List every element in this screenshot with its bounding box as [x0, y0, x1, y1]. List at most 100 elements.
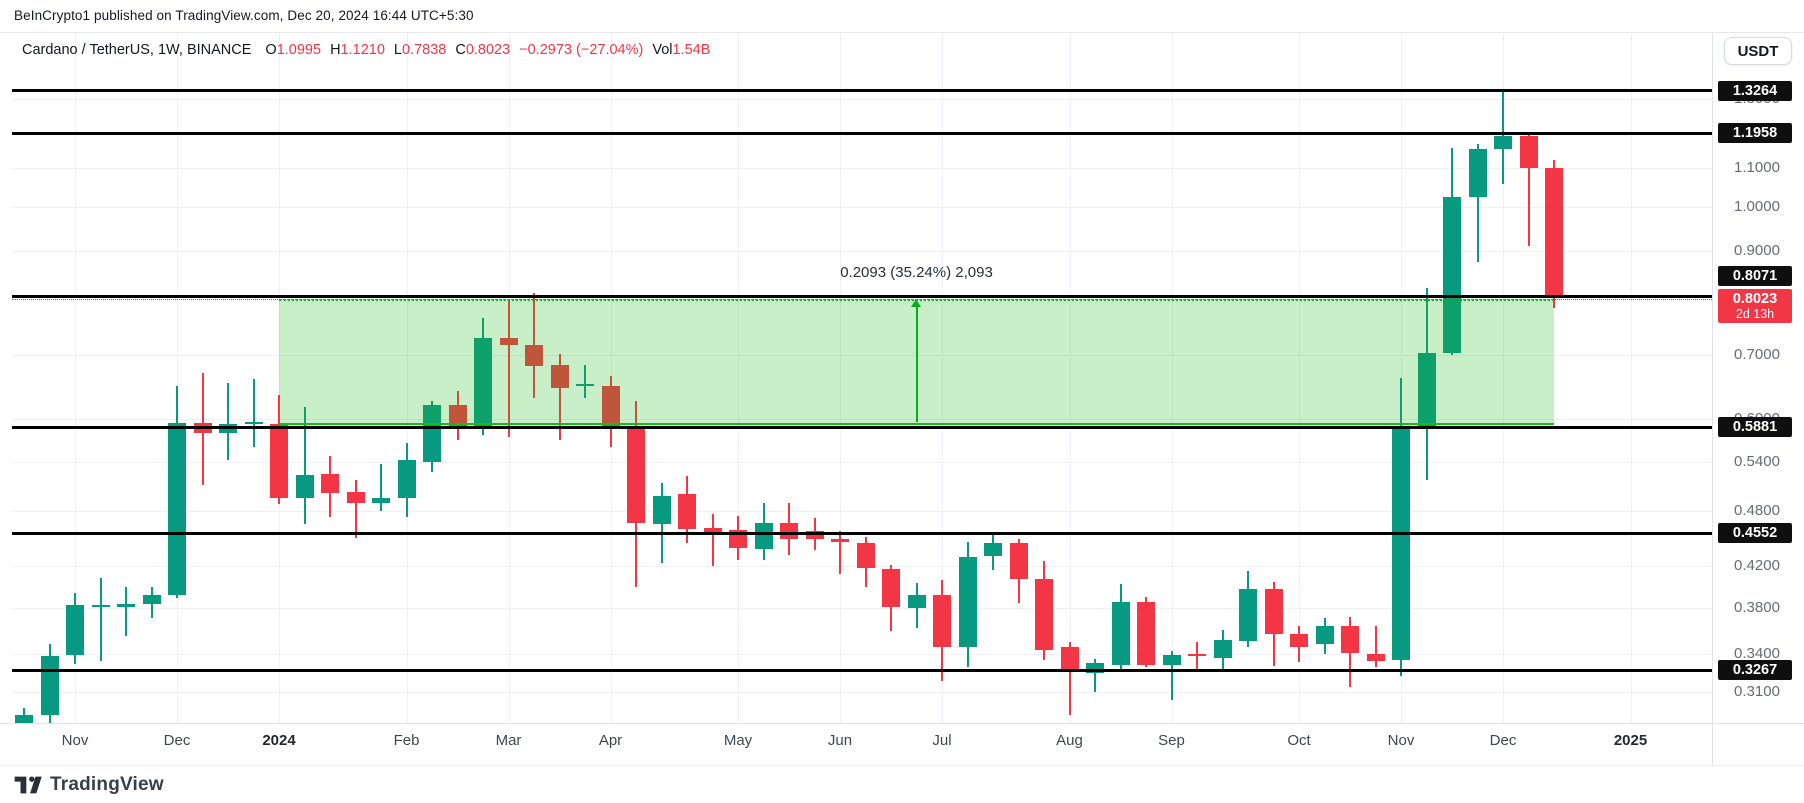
horizontal-gridline [12, 462, 1712, 464]
attribution-text: BeInCrypto1 published on TradingView.com… [14, 8, 474, 23]
candle [321, 474, 339, 494]
candle [15, 715, 33, 723]
horizontal-level-line [12, 294, 1712, 298]
profit-zone-bottom-border [279, 422, 1554, 425]
candle [423, 405, 441, 463]
horizontal-level-line [12, 425, 1712, 429]
candle [1264, 588, 1283, 634]
candle [805, 530, 824, 539]
candle [270, 424, 288, 499]
legend-low-value: 0.7838 [401, 42, 447, 58]
legend-volume-value: 1.54B [672, 42, 711, 58]
vertical-gridline [942, 33, 943, 723]
time-axis-label: Dec [1489, 732, 1517, 749]
horizontal-gridline [12, 607, 1712, 609]
candle [933, 595, 951, 647]
candle-wick [839, 530, 841, 575]
vertical-gridline [1069, 33, 1071, 723]
arrow-icon [915, 305, 918, 422]
vertical-gridline [1503, 33, 1504, 723]
candle-wick [252, 379, 255, 447]
candle [652, 495, 671, 525]
price-level-badge: 0.3267 [1718, 660, 1792, 681]
price-level-badge: 0.8071 [1718, 266, 1792, 287]
price-tick-label: 1.0000 [1734, 198, 1780, 216]
candle [856, 542, 875, 569]
price-axis-separator [1712, 33, 1713, 765]
candle [1443, 197, 1461, 353]
time-axis-label: Apr [598, 732, 623, 749]
candle [1315, 625, 1334, 645]
legend-low: L0.7838 [394, 42, 446, 58]
legend-high-value: 1.1210 [340, 42, 385, 58]
horizontal-gridline [12, 207, 1712, 209]
candle [550, 365, 569, 388]
price-tick-label: 0.4200 [1734, 557, 1780, 575]
candle [168, 423, 186, 595]
candle [831, 538, 849, 543]
candle [1239, 588, 1257, 641]
symbol-legend: Cardano / TetherUS, 1W, BINANCE O1.0995 H1… [22, 42, 719, 58]
time-axis-label: 2024 [262, 732, 296, 749]
tradingview-logo-text: TradingView [50, 774, 164, 795]
time-axis-label: Feb [393, 732, 420, 749]
candle [295, 474, 314, 499]
price-tick-label: 1.1000 [1734, 158, 1780, 176]
candle [601, 385, 620, 426]
price-tick-label: 0.4800 [1734, 502, 1780, 520]
candle [346, 491, 365, 503]
candle [1468, 148, 1487, 198]
horizontal-gridline [12, 355, 1712, 356]
tradingview-logo[interactable]: TradingView [13, 774, 164, 796]
horizontal-level-line [12, 131, 1712, 135]
candle [1290, 633, 1308, 647]
candle [40, 656, 59, 716]
time-axis-label: Aug [1056, 732, 1083, 749]
candle-wick [125, 586, 127, 636]
price-level-badge: 0.4552 [1718, 523, 1792, 544]
candle [219, 424, 237, 433]
candle [882, 569, 900, 607]
candle [66, 604, 84, 656]
currency-button[interactable]: USDT [1724, 37, 1792, 65]
vertical-gridline [177, 33, 178, 723]
time-axis-label: Dec [163, 732, 191, 749]
candle [1366, 653, 1385, 662]
candle [448, 405, 467, 428]
time-axis-separator [0, 723, 1804, 724]
time-axis-label: 2025 [1613, 732, 1648, 749]
price-level-badge: 0.5881 [1718, 417, 1792, 438]
candle [627, 427, 645, 524]
legend-volume: Vol1.54B [652, 42, 710, 58]
vertical-gridline [1171, 33, 1173, 723]
vertical-gridline [75, 33, 76, 723]
time-axis-label: Sep [1158, 732, 1185, 749]
time-axis-label: May [723, 732, 753, 749]
candle [1341, 625, 1359, 653]
vertical-gridline [738, 33, 739, 723]
candle [1162, 655, 1181, 665]
candle [1417, 352, 1436, 427]
horizontal-gridline [12, 511, 1712, 513]
legend-close-value: 0.8023 [465, 42, 511, 58]
price-tick-label: 0.5400 [1734, 453, 1780, 471]
candle-wick [1374, 625, 1377, 668]
horizontal-gridline [12, 167, 1712, 169]
candle-wick [711, 513, 714, 567]
candle [1009, 543, 1028, 580]
horizontal-gridline [12, 98, 1712, 100]
candle [1213, 639, 1232, 658]
time-axis-label: Jun [827, 732, 853, 749]
candle [703, 527, 722, 533]
candle-wick [1094, 658, 1096, 693]
candle [1188, 653, 1206, 657]
legend-close-label: C [455, 42, 466, 58]
candle [678, 494, 696, 529]
candle [1060, 646, 1079, 669]
candle [1545, 168, 1563, 299]
candle [780, 523, 798, 539]
horizontal-level-line [12, 531, 1712, 535]
horizontal-level-line [12, 89, 1712, 92]
legend-open: O1.0995 [265, 42, 321, 58]
candle-wick [584, 364, 586, 398]
